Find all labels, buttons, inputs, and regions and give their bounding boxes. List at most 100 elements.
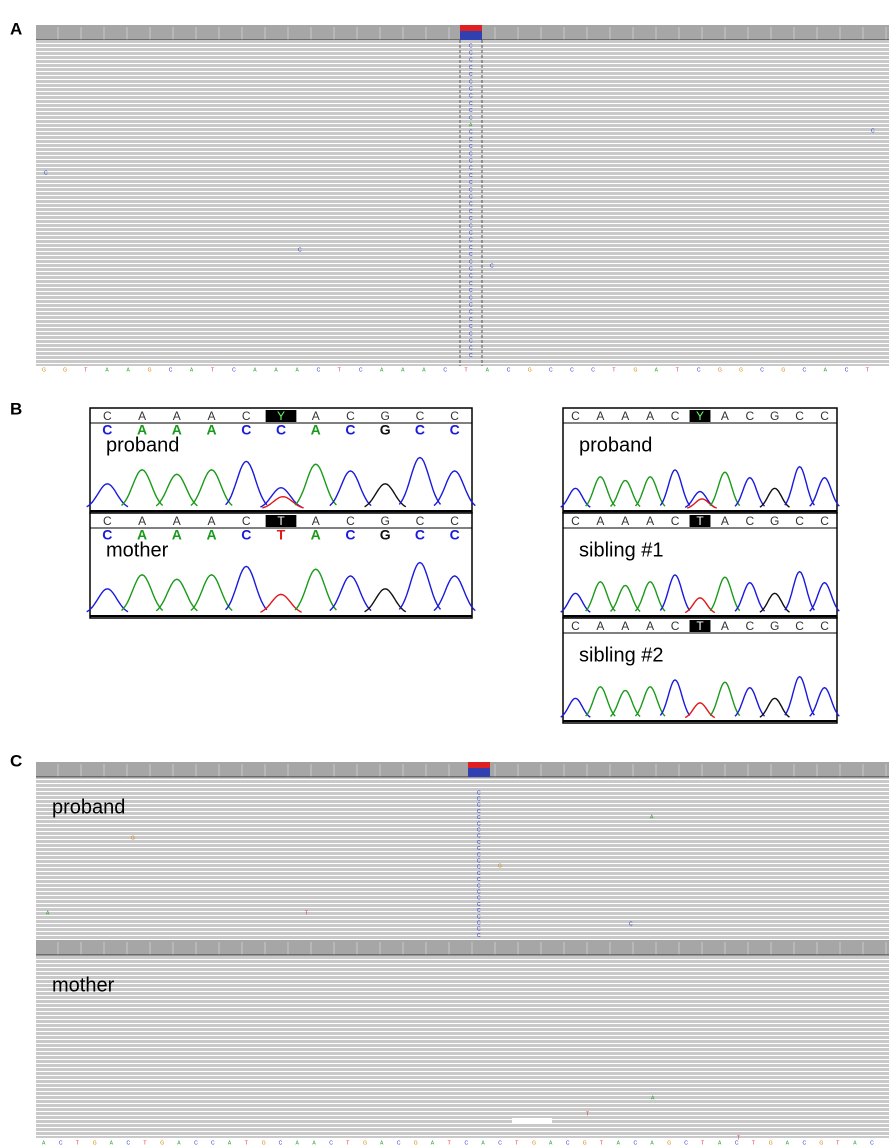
base: C	[415, 527, 425, 543]
reference-base: A	[853, 1140, 857, 1146]
base-call: C	[671, 619, 680, 633]
read-call: C	[469, 331, 473, 337]
reference-base: C	[549, 367, 553, 373]
variant-ref	[468, 762, 490, 768]
variant-alt	[460, 31, 482, 40]
reference-base: T	[676, 367, 679, 373]
base: C	[241, 527, 251, 543]
base-call: A	[621, 409, 629, 423]
read-call: C	[469, 267, 473, 273]
base-call: C	[795, 514, 804, 528]
read-call: C	[469, 238, 473, 244]
read-call: C	[469, 51, 473, 57]
trace-frame	[563, 618, 837, 723]
reference-base: T	[866, 367, 869, 373]
read-call: C	[477, 790, 481, 796]
reference-base: T	[346, 1140, 349, 1146]
read-call: C	[477, 809, 481, 815]
read-call: C	[477, 803, 481, 809]
reference-base: A	[110, 1140, 114, 1146]
read-call: C	[469, 274, 473, 280]
reference-base: A	[253, 367, 257, 373]
trace-frame	[563, 408, 837, 513]
reference-base: T	[752, 1140, 755, 1146]
base: C	[241, 422, 251, 438]
read-call: C	[469, 173, 473, 179]
reference-base: C	[329, 1140, 333, 1146]
read-call: C	[477, 852, 481, 858]
reference-base: A	[824, 367, 828, 373]
variant-ref	[460, 25, 482, 31]
read-call: C	[469, 353, 473, 359]
base-call: C	[571, 409, 580, 423]
base-call: C	[795, 619, 804, 633]
reference-base: A	[718, 1140, 722, 1146]
reference-base: A	[431, 1140, 435, 1146]
reference-base: G	[414, 1140, 418, 1146]
read-call: C	[477, 871, 481, 877]
reference-base: C	[803, 367, 807, 373]
reference-base: C	[845, 367, 849, 373]
base-call: T	[696, 619, 704, 633]
read-call: C	[469, 245, 473, 251]
base-call: C	[745, 514, 754, 528]
base: C	[345, 527, 355, 543]
read-call: C	[469, 159, 473, 165]
reference-base: T	[701, 1140, 704, 1146]
reference-base: A	[617, 1140, 621, 1146]
coverage-track	[36, 762, 889, 777]
base-call: A	[646, 619, 654, 633]
read-call: C	[629, 921, 633, 927]
reference-base: A	[127, 367, 131, 373]
reference-base: T	[76, 1140, 79, 1146]
base-call: C	[820, 514, 829, 528]
base-call: C	[745, 409, 754, 423]
reference-base: C	[465, 1140, 469, 1146]
read-call: C	[477, 902, 481, 908]
read-call: C	[469, 310, 473, 316]
read-call: C	[469, 79, 473, 85]
base-call: A	[621, 619, 629, 633]
reference-base: C	[169, 367, 173, 373]
reference-base: T	[84, 367, 87, 373]
reference-base: A	[481, 1140, 485, 1146]
reference-base: C	[279, 1140, 283, 1146]
reference-base: T	[600, 1140, 603, 1146]
read-call: C	[469, 324, 473, 330]
coverage-track	[36, 940, 889, 955]
reads-area	[36, 40, 889, 366]
read-call: C	[469, 144, 473, 150]
read-call: C	[469, 137, 473, 143]
read-call: G	[131, 835, 135, 841]
read-call: C	[477, 859, 481, 865]
base: C	[276, 422, 286, 438]
reference-base: C	[803, 1140, 807, 1146]
read-call: C	[469, 166, 473, 172]
panel-label: C	[10, 751, 22, 770]
read-call: C	[469, 130, 473, 136]
reference-base: A	[380, 1140, 384, 1146]
reference-base: G	[819, 1140, 823, 1146]
reference-base: G	[583, 1140, 587, 1146]
read-call: C	[469, 259, 473, 265]
reference-base: G	[634, 367, 638, 373]
reference-base: C	[760, 367, 764, 373]
gap	[512, 1118, 552, 1123]
read-call: C	[469, 195, 473, 201]
base-call: C	[571, 514, 580, 528]
reference-base: A	[274, 367, 278, 373]
read-call: C	[477, 821, 481, 827]
read-call: C	[477, 914, 481, 920]
base-call: A	[621, 514, 629, 528]
read-call: C	[469, 115, 473, 121]
reference-base: G	[528, 367, 532, 373]
read-call: C	[469, 288, 473, 294]
reference-base: G	[160, 1140, 164, 1146]
read-call: C	[469, 209, 473, 215]
base-call: C	[671, 409, 680, 423]
base: C	[415, 422, 425, 438]
read-call: C	[490, 263, 494, 269]
read-call: C	[871, 128, 875, 134]
reference-base: C	[870, 1140, 874, 1146]
read-call: C	[469, 151, 473, 157]
